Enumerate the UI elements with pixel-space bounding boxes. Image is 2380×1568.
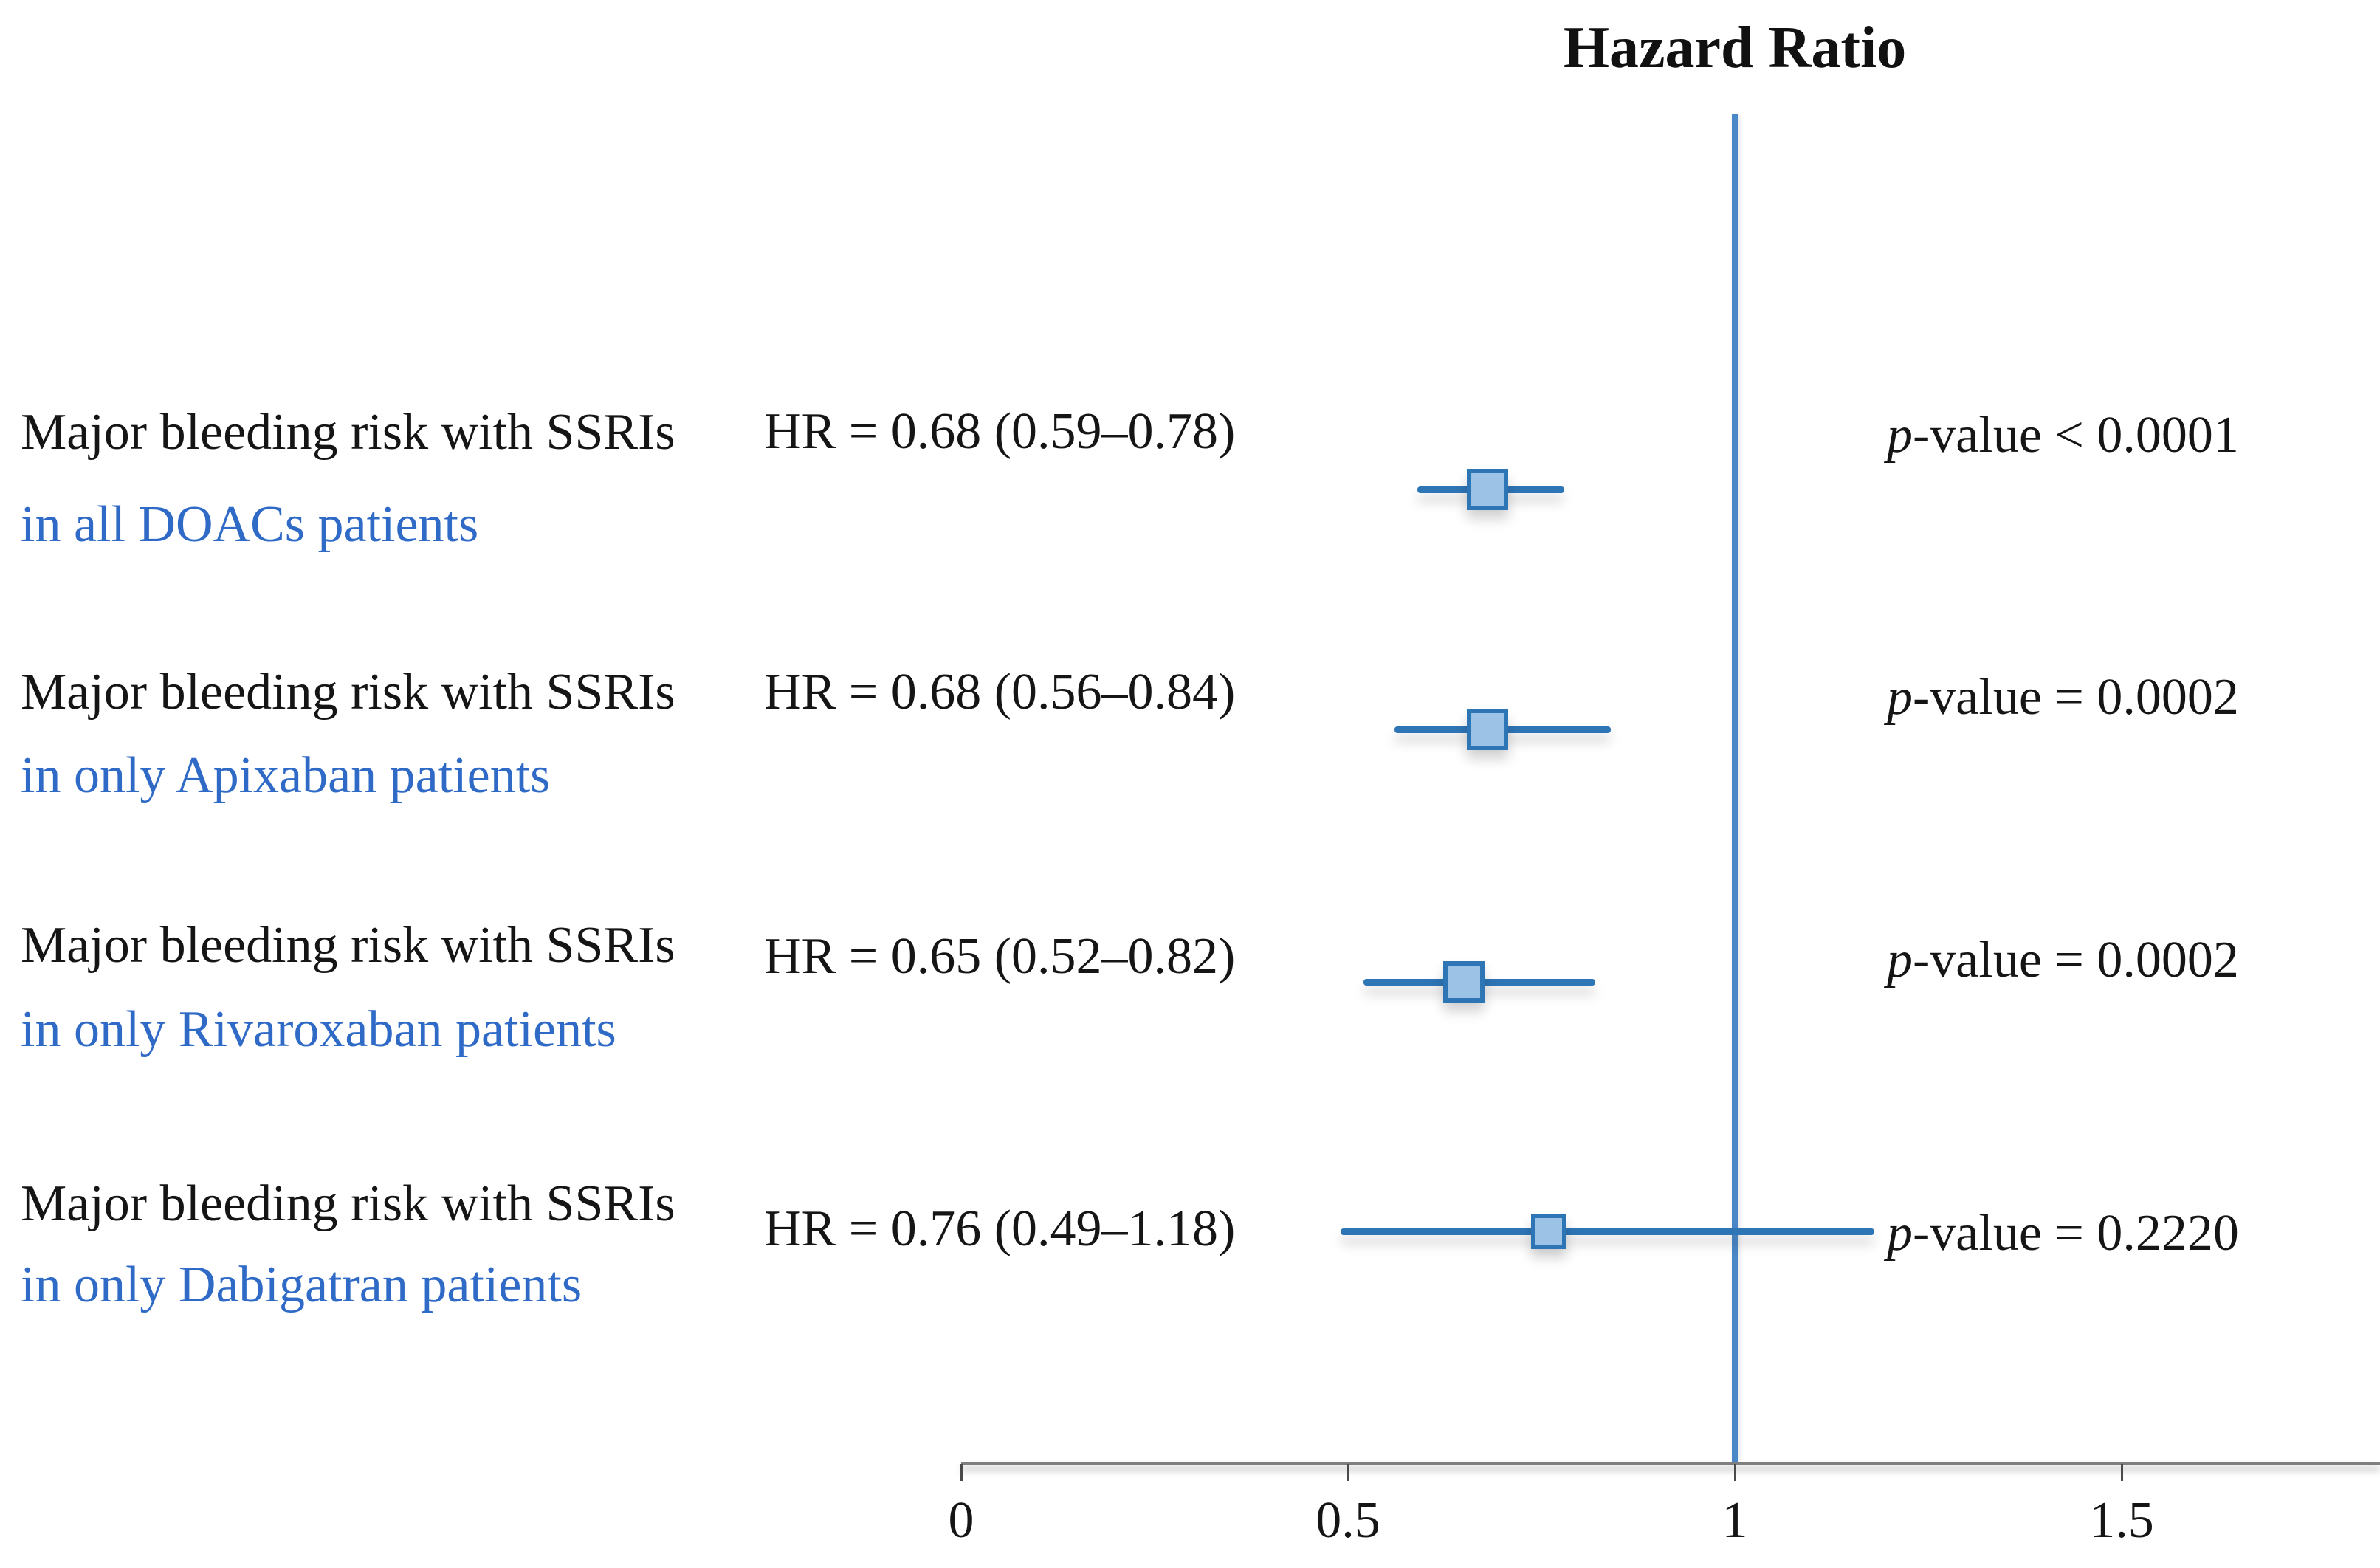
row-label-black: Major bleeding risk with SSRIs — [21, 664, 675, 721]
hr-estimate-text: HR = 0.65 (0.52–0.82) — [764, 928, 1236, 985]
row-label-blue: in only Dabigatran patients — [21, 1256, 582, 1313]
p-value-text: p-value < 0.0001 — [1887, 406, 2239, 465]
p-italic: p — [1887, 932, 1913, 988]
hr-point-marker — [1443, 961, 1485, 1003]
x-tick-mark — [1347, 1464, 1349, 1481]
x-tick-mark — [2121, 1464, 2123, 1481]
p-rest: -value = 0.0002 — [1913, 932, 2239, 988]
row-label-black: Major bleeding risk with SSRIs — [21, 1175, 675, 1232]
hr-point-marker — [1466, 709, 1508, 750]
ci-whisker — [1340, 1228, 1874, 1235]
row-label-black: Major bleeding risk with SSRIs — [21, 404, 675, 461]
x-tick-label: 1.5 — [2089, 1492, 2154, 1549]
x-axis-line — [961, 1462, 2380, 1465]
row-label-black: Major bleeding risk with SSRIs — [21, 917, 675, 974]
hr-point-marker — [1531, 1214, 1567, 1249]
p-italic: p — [1887, 407, 1913, 464]
x-tick-label: 0.5 — [1315, 1492, 1380, 1549]
row-label-blue: in all DOACs patients — [21, 496, 479, 553]
p-value-text: p-value = 0.2220 — [1887, 1204, 2239, 1263]
hr-point-marker — [1466, 469, 1508, 510]
row-label-blue: in only Rivaroxaban patients — [21, 1001, 616, 1058]
reference-line-hr-1 — [1732, 114, 1738, 1462]
x-tick-label: 0 — [948, 1492, 974, 1549]
p-value-text: p-value = 0.0002 — [1887, 668, 2239, 727]
p-rest: -value = 0.2220 — [1913, 1205, 2239, 1262]
p-value-text: p-value = 0.0002 — [1887, 931, 2239, 990]
p-italic: p — [1887, 1205, 1913, 1262]
row-label-blue: in only Apixaban patients — [21, 747, 551, 804]
p-rest: -value < 0.0001 — [1913, 407, 2239, 464]
chart-title: Hazard Ratio — [1563, 16, 1907, 80]
hr-estimate-text: HR = 0.76 (0.49–1.18) — [764, 1200, 1236, 1257]
x-tick-mark — [960, 1464, 963, 1481]
hr-estimate-text: HR = 0.68 (0.56–0.84) — [764, 664, 1236, 721]
p-rest: -value = 0.0002 — [1913, 669, 2239, 726]
x-tick-mark — [1734, 1464, 1736, 1481]
hr-estimate-text: HR = 0.68 (0.59–0.78) — [764, 403, 1236, 460]
p-italic: p — [1887, 669, 1913, 726]
x-tick-label: 1 — [1722, 1492, 1748, 1549]
